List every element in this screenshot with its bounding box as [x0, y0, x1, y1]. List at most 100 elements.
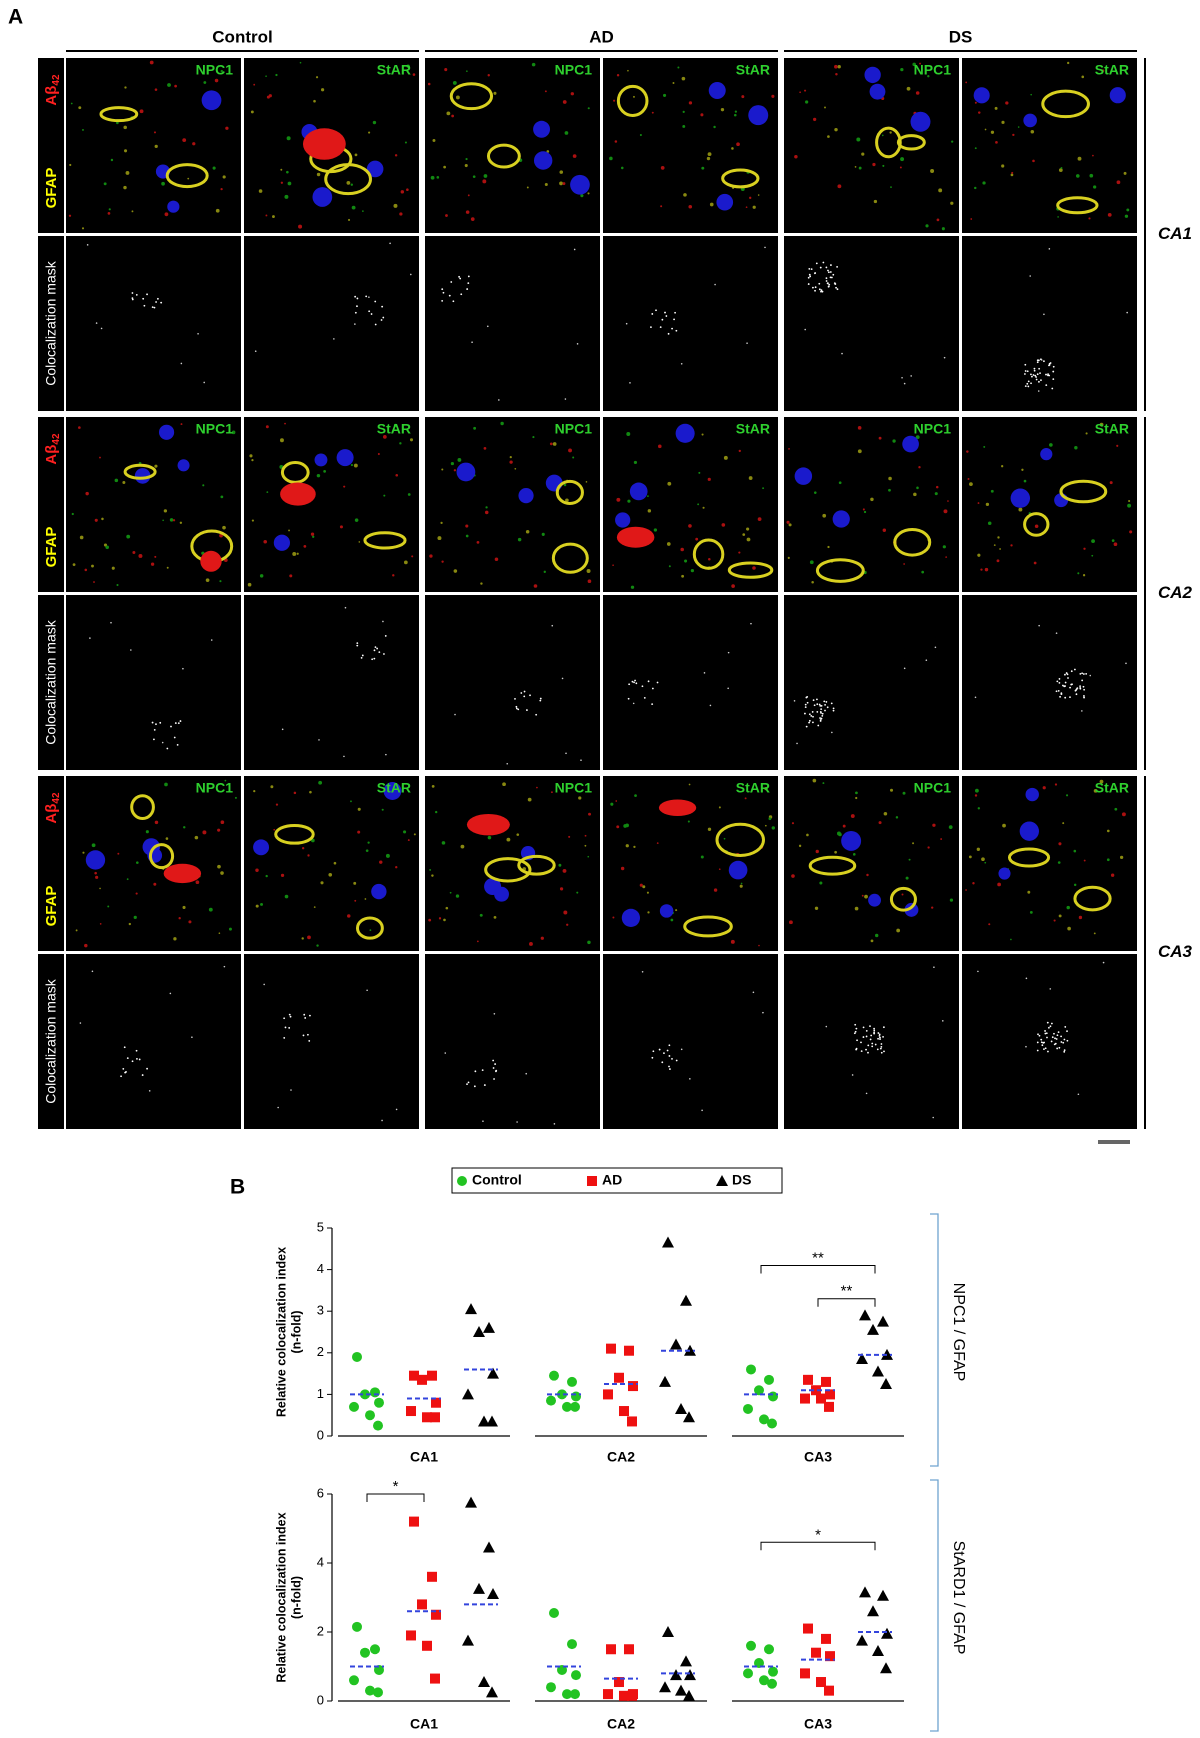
marker-label: StAR	[1095, 780, 1129, 796]
signal-dot	[746, 537, 751, 542]
astrocyte	[721, 168, 760, 189]
coloc-dot	[1067, 677, 1069, 679]
signal-dot	[328, 872, 333, 877]
coloc-dot	[762, 1011, 764, 1014]
coloc-dot	[126, 1057, 129, 1060]
marker-label: StAR	[1095, 62, 1129, 78]
stain-label: Aβ42	[43, 74, 62, 106]
coloc-dot	[832, 273, 835, 276]
coloc-dot	[151, 721, 154, 724]
signal-dot	[154, 144, 158, 148]
coloc-dot	[874, 1043, 877, 1046]
signal-dot	[549, 442, 553, 446]
data-point	[675, 1684, 687, 1696]
signal-dot	[316, 473, 321, 478]
signal-dot	[586, 568, 591, 573]
nucleus	[621, 908, 641, 927]
signal-dot	[483, 446, 487, 450]
signal-dot	[310, 532, 315, 536]
nucleus	[85, 850, 106, 870]
signal-dot	[837, 184, 842, 189]
signal-dot	[680, 547, 684, 552]
signal-dot	[1002, 823, 1006, 828]
signal-dot	[174, 84, 177, 88]
coloc-dot	[804, 328, 806, 331]
signal-dot	[647, 495, 649, 497]
coloc-dot	[174, 722, 177, 724]
data-point	[487, 1588, 499, 1600]
coloc-dot	[95, 322, 98, 324]
coloc-dot	[1082, 685, 1085, 688]
significance-bracket	[817, 1298, 876, 1307]
signal-dot	[164, 782, 168, 787]
signal-dot	[453, 469, 457, 472]
x-category-label: CA1	[410, 1449, 438, 1465]
signal-dot	[681, 574, 685, 578]
signal-dot	[208, 907, 213, 912]
signal-dot	[855, 796, 858, 800]
signal-dot	[506, 837, 511, 842]
signal-dot	[723, 455, 728, 460]
coloc-dot	[368, 296, 370, 298]
signal-dot	[1110, 873, 1115, 877]
data-point	[619, 1690, 629, 1701]
coloc-dot	[812, 721, 814, 724]
coloc-dot	[830, 702, 833, 705]
coloc-dot	[808, 713, 811, 716]
coloc-dot	[1058, 681, 1061, 684]
signal-dot	[82, 851, 85, 854]
coloc-dot	[1044, 1047, 1047, 1050]
legend-marker	[457, 1176, 467, 1186]
coloc-dot	[374, 300, 377, 303]
signal-dot	[1075, 174, 1080, 178]
coloc-dot	[1035, 378, 1038, 381]
x-category-label: CA1	[410, 1716, 438, 1732]
mask-label: Colocalization mask	[43, 619, 59, 744]
signal-dot	[279, 438, 284, 443]
data-point	[767, 1678, 777, 1689]
signal-dot	[455, 95, 460, 100]
coloc-dot	[819, 266, 822, 269]
signal-dot	[412, 73, 416, 76]
coloc-dot	[460, 293, 463, 296]
signal-dot	[609, 156, 613, 161]
coloc-dot	[131, 1060, 134, 1063]
coloc-dot	[709, 704, 712, 707]
signal-dot	[154, 555, 157, 558]
data-point	[867, 1323, 879, 1335]
coloc-dot	[1054, 1037, 1056, 1040]
signal-dot	[110, 158, 114, 162]
stain-strip	[38, 417, 64, 592]
coloc-dot	[1047, 1050, 1049, 1053]
coloc-dot	[856, 1039, 858, 1042]
coloc-dot	[448, 294, 451, 297]
signal-dot	[413, 833, 416, 836]
coloc-dot	[807, 276, 810, 279]
signal-dot	[697, 503, 700, 506]
coloc-dot	[805, 696, 808, 699]
signal-dot	[688, 524, 692, 528]
signal-dot	[309, 790, 312, 794]
coloc-dot	[179, 720, 182, 722]
signal-dot	[965, 81, 968, 84]
data-point	[417, 1374, 427, 1385]
signal-dot	[974, 186, 977, 190]
signal-dot	[718, 806, 721, 809]
coloc-dot	[288, 1027, 291, 1029]
coloc-dot	[810, 715, 813, 717]
coloc-dot	[141, 1074, 144, 1076]
data-point	[624, 1345, 634, 1356]
coloc-dot	[409, 273, 412, 276]
signal-dot	[353, 463, 358, 468]
signal-dot	[85, 491, 89, 496]
signal-dot	[740, 882, 743, 885]
signal-dot	[517, 537, 522, 542]
coloc-dot	[1053, 1032, 1055, 1035]
signal-dot	[367, 841, 370, 844]
signal-dot	[1077, 572, 1080, 575]
coloc-dot	[539, 697, 542, 700]
panel-label: B	[230, 1176, 245, 1199]
stain-subscript: 42	[51, 433, 62, 445]
signal-dot	[509, 455, 512, 459]
signal-dot	[681, 76, 686, 81]
